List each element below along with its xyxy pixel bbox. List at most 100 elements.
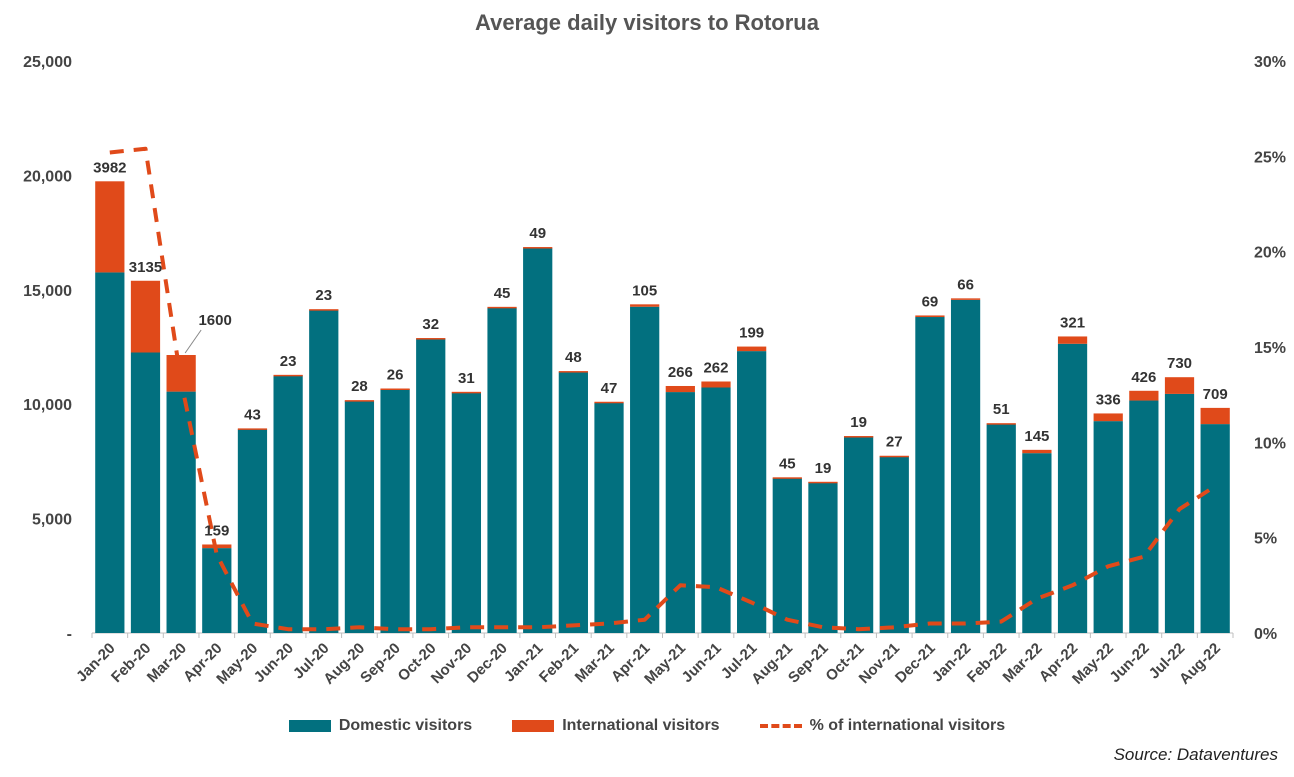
bar-domestic bbox=[273, 375, 303, 633]
bar-international bbox=[915, 315, 945, 318]
legend-item-international[interactable]: International visitors bbox=[512, 717, 720, 735]
bar-international bbox=[1164, 377, 1195, 394]
data-label: 159 bbox=[204, 522, 229, 539]
legend-item-percent[interactable]: % of international visitors bbox=[759, 717, 1005, 735]
right-tick-label: 20% bbox=[1254, 245, 1286, 262]
bar-domestic bbox=[130, 352, 161, 633]
bar-international bbox=[1129, 390, 1159, 401]
bar-domestic bbox=[558, 372, 588, 633]
category-labels-group: Jan-20Feb-20Mar-20Apr-20May-20Jun-20Jul-… bbox=[73, 633, 1234, 688]
bar-domestic bbox=[1200, 424, 1230, 633]
bar-domestic bbox=[344, 400, 375, 633]
data-label: 27 bbox=[886, 434, 903, 451]
bar-international bbox=[237, 428, 268, 430]
bar-international bbox=[879, 455, 909, 458]
data-label: 1600 bbox=[198, 312, 231, 329]
data-label: 28 bbox=[351, 378, 368, 395]
left-tick-label: 20,000 bbox=[23, 168, 72, 185]
legend-swatch-percent bbox=[759, 724, 802, 728]
data-label: 31 bbox=[458, 370, 475, 387]
data-label: 321 bbox=[1060, 314, 1085, 331]
right-tick-label: 10% bbox=[1254, 435, 1286, 452]
bar-international bbox=[95, 181, 125, 273]
data-label: 3135 bbox=[129, 259, 162, 276]
category-label: Mar-22 bbox=[1000, 640, 1046, 686]
bar-international bbox=[1093, 413, 1123, 422]
data-label: 19 bbox=[850, 414, 867, 431]
left-tick-label: 5,000 bbox=[32, 512, 72, 529]
data-label: 266 bbox=[668, 364, 693, 381]
bar-domestic bbox=[202, 548, 232, 633]
source-note: Source: Dataventures bbox=[1113, 745, 1278, 764]
right-tick-label: 0% bbox=[1254, 626, 1277, 643]
category-label: Mar-20 bbox=[144, 640, 190, 686]
legend-label-international: International visitors bbox=[562, 717, 720, 734]
bar-international bbox=[130, 280, 161, 353]
data-label: 47 bbox=[601, 380, 618, 397]
bar-international bbox=[523, 247, 553, 249]
bar-international bbox=[380, 388, 410, 391]
data-label: 45 bbox=[779, 455, 796, 472]
bar-international bbox=[737, 346, 767, 352]
data-label: 69 bbox=[922, 293, 939, 310]
data-label: 23 bbox=[280, 353, 297, 370]
bar-international bbox=[665, 385, 695, 393]
bar-domestic bbox=[665, 392, 695, 633]
bar-domestic bbox=[630, 306, 660, 633]
category-label: Sep-20 bbox=[357, 640, 404, 687]
category-label: Jun-20 bbox=[251, 640, 297, 686]
bar-domestic bbox=[986, 424, 1016, 633]
category-label: Feb-21 bbox=[536, 640, 582, 686]
category-label: Sep-21 bbox=[785, 640, 832, 687]
category-label: Jun-22 bbox=[1106, 640, 1152, 686]
data-label: 48 bbox=[565, 349, 582, 366]
bar-domestic bbox=[1093, 421, 1123, 633]
right-axis: 0% 5% 10% 15% 20% 25% 30% bbox=[1254, 54, 1286, 643]
bar-international bbox=[808, 481, 838, 484]
data-label: 199 bbox=[739, 325, 764, 342]
data-label: 3982 bbox=[93, 159, 126, 176]
bar-international bbox=[1057, 336, 1088, 344]
chart-title: Average daily visitors to Rotorua bbox=[475, 10, 819, 35]
bar-domestic bbox=[843, 436, 874, 633]
bar-domestic bbox=[523, 248, 553, 634]
data-label-leader bbox=[184, 329, 202, 354]
bar-international bbox=[1200, 407, 1230, 425]
percent-line-group bbox=[109, 146, 1217, 632]
category-label: Dec-21 bbox=[892, 640, 939, 687]
bar-international bbox=[344, 400, 375, 402]
left-tick-label: 10,000 bbox=[23, 397, 72, 414]
bar-domestic bbox=[915, 317, 945, 633]
legend-label-domestic: Domestic visitors bbox=[338, 717, 473, 734]
bar-domestic bbox=[309, 309, 339, 633]
bars-group bbox=[95, 181, 1230, 634]
category-label: Feb-20 bbox=[108, 640, 154, 686]
data-label: 730 bbox=[1167, 355, 1192, 372]
bar-domestic bbox=[451, 392, 482, 633]
category-label: Mar-21 bbox=[572, 640, 618, 686]
data-label: 43 bbox=[244, 406, 261, 423]
bar-domestic bbox=[1164, 393, 1195, 633]
bar-international bbox=[273, 374, 303, 377]
bar-international bbox=[701, 381, 731, 388]
right-tick-label: 25% bbox=[1254, 149, 1286, 166]
data-label: 19 bbox=[815, 460, 832, 477]
legend-swatch-international bbox=[512, 720, 555, 732]
left-tick-label: - bbox=[67, 626, 72, 643]
left-tick-label: 15,000 bbox=[23, 283, 72, 300]
data-label: 26 bbox=[387, 367, 404, 384]
category-label: Nov-21 bbox=[856, 640, 903, 687]
bar-domestic bbox=[950, 299, 981, 633]
data-label: 426 bbox=[1131, 369, 1156, 386]
data-label: 49 bbox=[529, 225, 546, 242]
legend-swatch-domestic bbox=[288, 720, 331, 732]
data-label: 336 bbox=[1096, 391, 1121, 408]
data-label: 32 bbox=[422, 316, 439, 333]
data-label: 105 bbox=[632, 282, 657, 299]
bar-international bbox=[630, 304, 660, 307]
bar-international bbox=[843, 436, 874, 438]
data-label: 262 bbox=[703, 360, 728, 377]
legend-item-domestic[interactable]: Domestic visitors bbox=[288, 717, 473, 735]
bar-international bbox=[487, 306, 517, 309]
